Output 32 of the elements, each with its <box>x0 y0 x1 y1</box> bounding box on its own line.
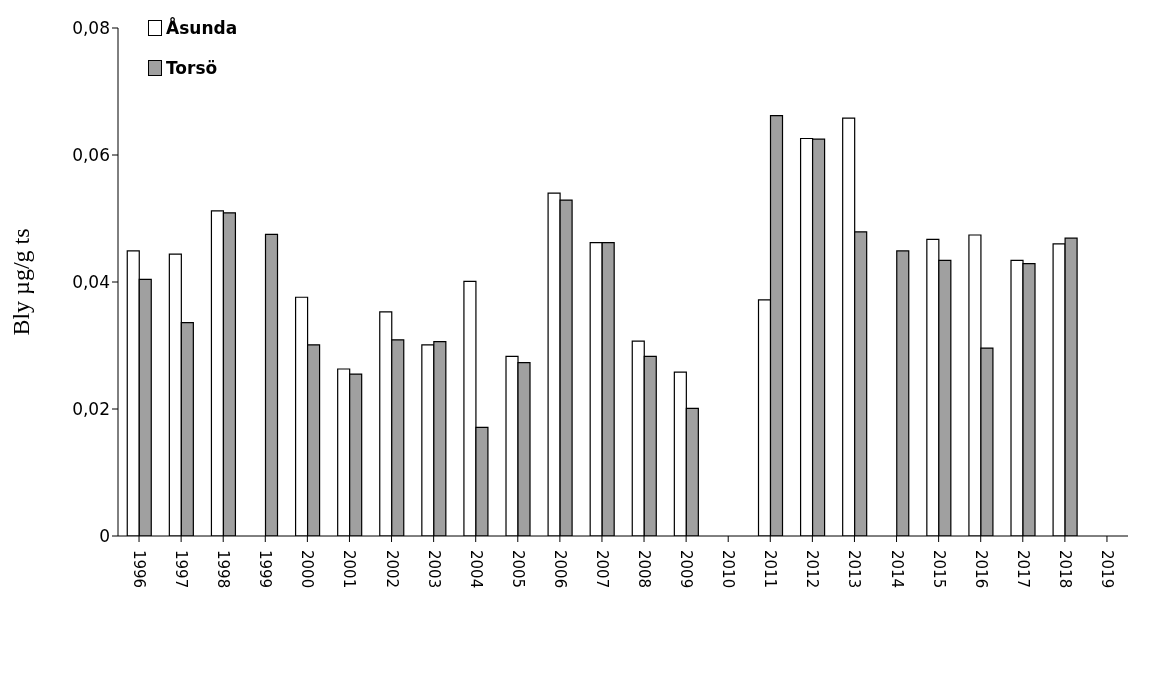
x-tick-label: 2007 <box>592 550 611 589</box>
x-tick-label: 2009 <box>677 550 696 589</box>
y-tick-label: 0,02 <box>72 399 110 420</box>
y-tick-label: 0,04 <box>72 272 110 293</box>
x-tick-label: 2001 <box>340 550 359 589</box>
x-tick-label: 2010 <box>719 550 738 589</box>
x-tick-label: 2019 <box>1097 550 1116 589</box>
x-tick-label: 1996 <box>130 550 149 589</box>
x-tick-label: 1999 <box>256 550 275 589</box>
x-tick-label: 2008 <box>635 550 654 589</box>
y-tick-label: 0,08 <box>72 18 110 39</box>
x-tick-label: 2015 <box>929 550 948 589</box>
x-tick-label: 2000 <box>298 550 317 589</box>
x-tick-label: 2004 <box>466 550 485 589</box>
x-tick-label: 2003 <box>424 550 443 589</box>
x-tick-label: 2016 <box>971 550 990 589</box>
y-tick-label: 0 <box>99 526 110 547</box>
x-tick-label: 2012 <box>803 550 822 589</box>
x-tick-label: 2006 <box>550 550 569 589</box>
x-tick-label: 2002 <box>382 550 401 589</box>
x-tick-label: 2005 <box>508 550 527 589</box>
legend-label: Åsunda <box>166 18 238 38</box>
x-tick-label: 2018 <box>1055 550 1074 589</box>
x-tick-label: 1998 <box>214 550 233 589</box>
legend-label: Torsö <box>166 58 218 78</box>
y-tick-label: 0,06 <box>72 145 110 166</box>
x-tick-label: 2011 <box>761 550 780 589</box>
x-tick-label: 2017 <box>1013 550 1032 589</box>
x-tick-label: 2014 <box>887 550 906 589</box>
x-tick-label: 1997 <box>172 550 191 589</box>
y-axis-title: Bly µg/g ts <box>7 228 34 336</box>
x-tick-label: 2013 <box>845 550 864 589</box>
